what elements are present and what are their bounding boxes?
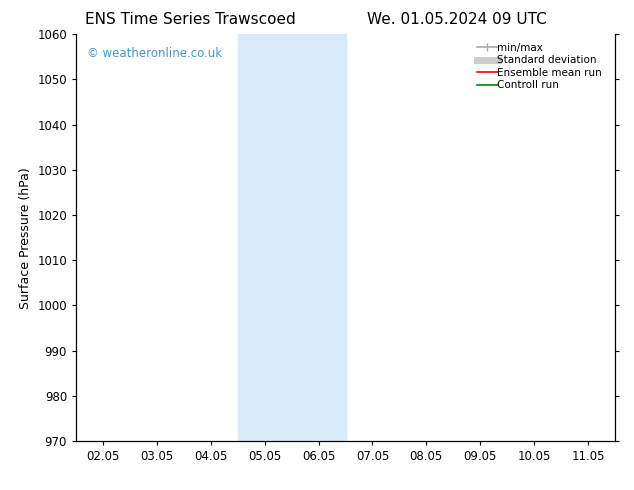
Text: © weatheronline.co.uk: © weatheronline.co.uk — [87, 47, 222, 59]
Bar — [615, 34, 634, 441]
Bar — [238, 34, 346, 441]
Y-axis label: Surface Pressure (hPa): Surface Pressure (hPa) — [19, 167, 32, 309]
Text: ENS Time Series Trawscoed: ENS Time Series Trawscoed — [85, 12, 295, 27]
Text: We. 01.05.2024 09 UTC: We. 01.05.2024 09 UTC — [366, 12, 547, 27]
Legend: min/max, Standard deviation, Ensemble mean run, Controll run: min/max, Standard deviation, Ensemble me… — [473, 39, 611, 95]
